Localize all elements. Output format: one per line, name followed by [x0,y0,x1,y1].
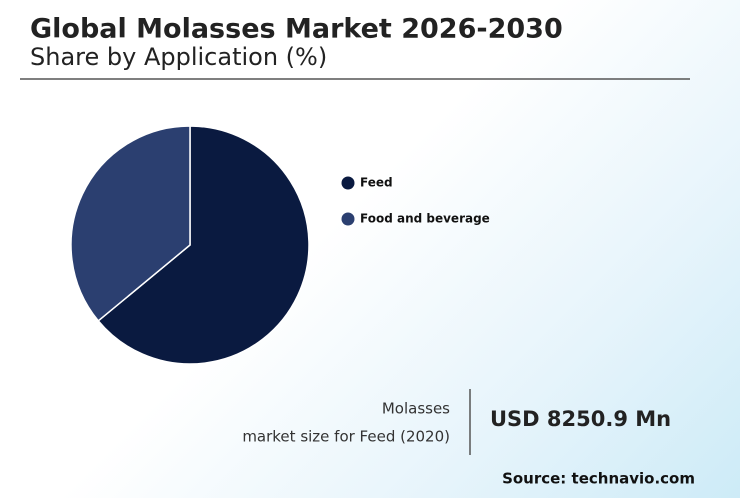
legend-label: Food and beverage [360,212,490,226]
legend-swatch [341,212,355,226]
chart-title: Global Molasses Market 2026-2030 [30,14,563,45]
legend-swatch [341,176,355,190]
pie [70,125,310,365]
callout-line: market size for Feed (2020) [242,428,450,446]
legend-label: Feed [360,176,393,190]
pie-slice [70,125,191,322]
callout-line: Molasses [382,400,450,418]
pie-slice [97,125,310,365]
source: Source: technavio.com [502,470,695,488]
callout-value: USD 8250.9 Mn [490,407,671,431]
chart-subtitle: Share by Application (%) [30,43,327,71]
legend: Feed Food and beverage [341,176,490,226]
